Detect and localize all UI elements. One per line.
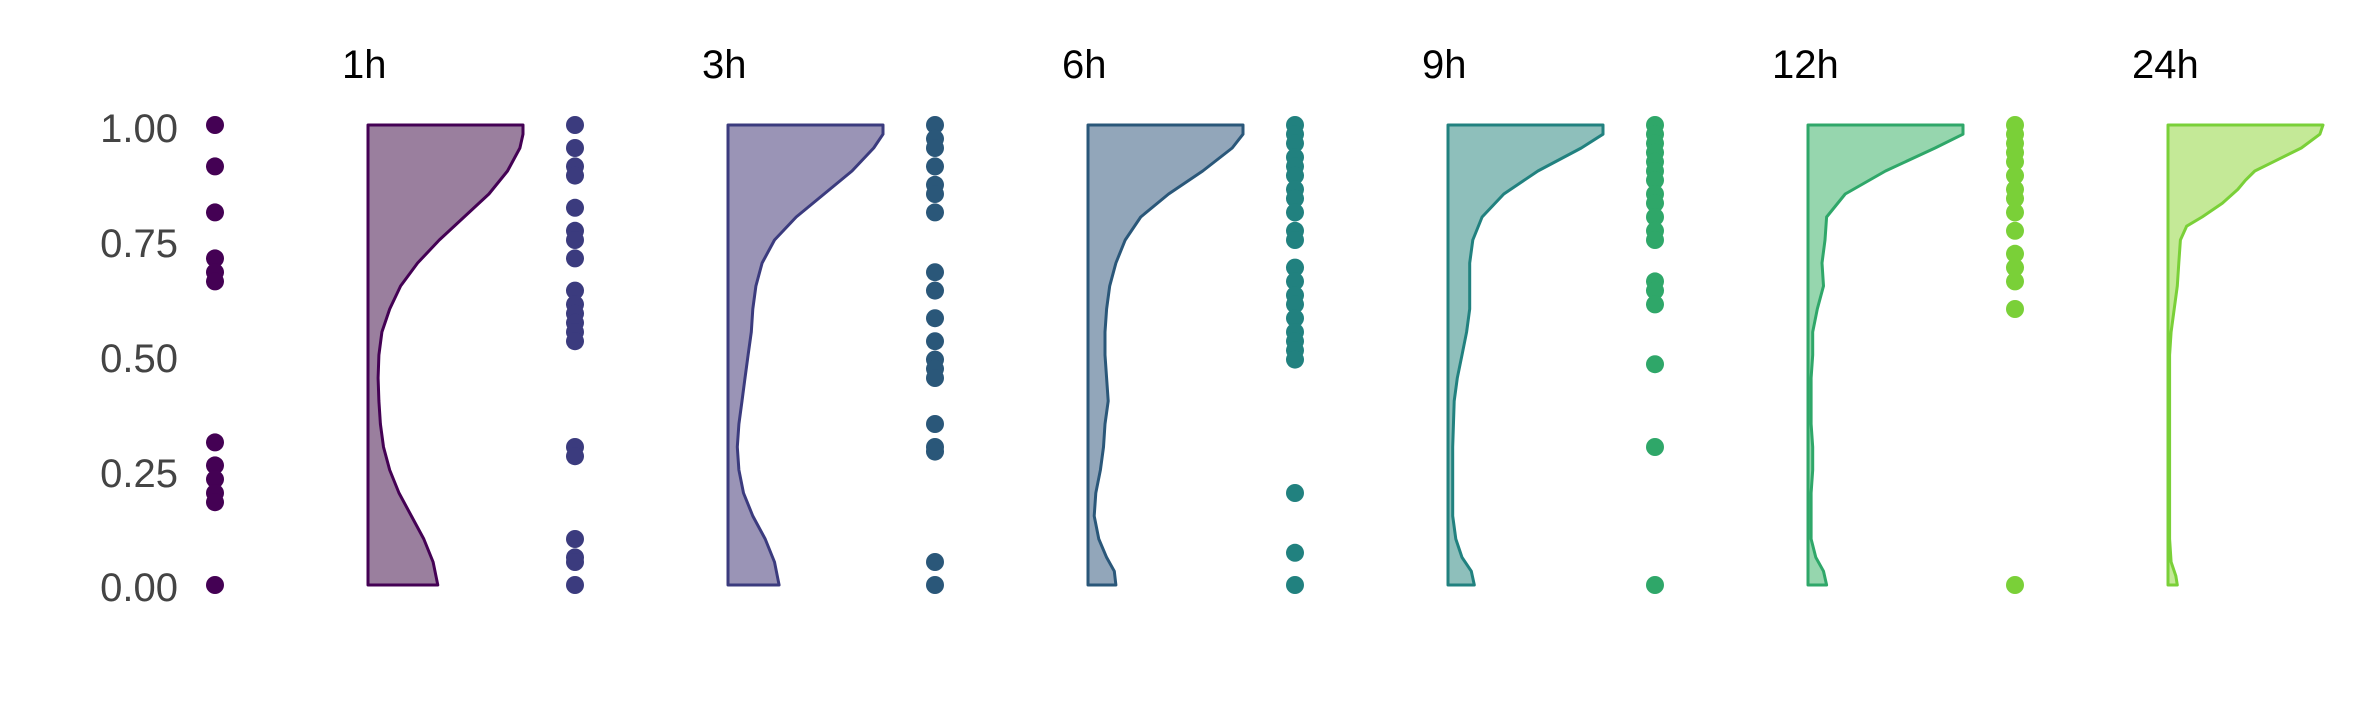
data-point-9h — [1286, 134, 1304, 153]
data-point-3h — [566, 116, 584, 134]
data-point-1h — [206, 456, 224, 475]
data-point-9h — [1286, 484, 1304, 502]
data-point-6h — [926, 332, 944, 351]
data-point-24h — [2006, 300, 2024, 318]
y-tick-label: 0.00 — [100, 566, 178, 610]
data-point-3h — [566, 447, 584, 466]
data-point-12h — [1646, 295, 1664, 314]
panel-6h — [926, 116, 1245, 594]
y-tick-label: 1.00 — [100, 107, 178, 151]
data-point-9h — [1286, 576, 1304, 594]
data-point-3h — [566, 139, 584, 157]
panel-1h — [206, 116, 525, 594]
data-point-3h — [566, 166, 584, 185]
data-point-9h — [1286, 309, 1304, 328]
data-point-12h — [1646, 208, 1664, 226]
panel-label-9h: 9h — [1422, 43, 1467, 87]
data-point-24h — [2006, 272, 2024, 291]
data-point-1h — [206, 157, 224, 176]
panel-label-12h: 12h — [1772, 43, 1839, 87]
data-point-9h — [1286, 231, 1304, 249]
data-point-12h — [1646, 231, 1664, 249]
data-point-24h — [2006, 258, 2024, 277]
data-point-24h — [2006, 189, 2024, 208]
data-point-12h — [1646, 171, 1664, 190]
data-point-1h — [206, 493, 224, 512]
data-point-3h — [566, 332, 584, 351]
y-tick-label: 0.75 — [100, 222, 178, 266]
data-point-6h — [926, 576, 944, 594]
data-point-24h — [2006, 166, 2024, 185]
panel-labels: 1h 3h 6h 9h 12h 24h — [342, 43, 2199, 87]
data-point-3h — [566, 530, 584, 548]
density-3h — [726, 123, 885, 587]
data-point-24h — [2006, 221, 2024, 240]
data-point-6h — [926, 203, 944, 222]
y-tick-label: 0.25 — [100, 452, 178, 496]
data-point-12h — [1646, 281, 1664, 300]
data-point-9h — [1286, 203, 1304, 222]
data-point-1h — [206, 116, 224, 134]
data-point-9h — [1286, 543, 1304, 562]
data-point-12h — [1646, 194, 1664, 213]
panel-label-24h: 24h — [2132, 43, 2199, 87]
data-point-1h — [206, 433, 224, 452]
panel-label-3h: 3h — [702, 43, 747, 87]
panel-label-6h: 6h — [1062, 43, 1107, 87]
y-axis: 1.00 0.75 0.50 0.25 0.00 — [100, 107, 178, 610]
data-point-3h — [566, 231, 584, 249]
density-24h — [2166, 123, 2325, 587]
data-point-9h — [1286, 258, 1304, 277]
data-point-1h — [206, 470, 224, 489]
data-point-6h — [926, 185, 944, 203]
data-point-24h — [2006, 203, 2024, 222]
data-point-24h — [2006, 244, 2024, 263]
data-point-6h — [926, 139, 944, 157]
data-point-9h — [1286, 189, 1304, 208]
data-point-24h — [2006, 576, 2024, 594]
density-12h — [1806, 123, 1965, 587]
data-point-3h — [566, 198, 584, 217]
data-point-9h — [1286, 272, 1304, 291]
data-point-6h — [926, 415, 944, 433]
data-point-3h — [566, 576, 584, 594]
data-point-3h — [566, 553, 584, 571]
data-point-1h — [206, 272, 224, 291]
chart-marks — [206, 116, 2325, 594]
data-point-3h — [566, 281, 584, 300]
data-point-9h — [1286, 166, 1304, 185]
data-point-6h — [926, 442, 944, 461]
y-tick-label: 0.50 — [100, 337, 178, 381]
data-point-6h — [926, 369, 944, 387]
panel-9h — [1286, 116, 1605, 594]
data-point-1h — [206, 203, 224, 222]
data-point-6h — [926, 157, 944, 176]
data-point-9h — [1286, 295, 1304, 314]
data-point-3h — [566, 249, 584, 268]
data-point-6h — [926, 553, 944, 571]
data-point-12h — [1646, 576, 1664, 594]
panel-3h — [566, 116, 885, 594]
density-6h — [1086, 123, 1245, 587]
density-9h — [1446, 123, 1605, 587]
data-point-6h — [926, 263, 944, 282]
panel-12h — [1646, 116, 1965, 594]
density-1h — [366, 123, 525, 587]
panel-label-1h: 1h — [342, 43, 387, 87]
data-point-9h — [1286, 350, 1304, 369]
data-point-12h — [1646, 355, 1664, 374]
data-point-1h — [206, 249, 224, 268]
data-point-12h — [1646, 438, 1664, 456]
data-point-24h — [2006, 152, 2024, 171]
data-point-6h — [926, 116, 944, 134]
panel-24h — [2006, 116, 2325, 594]
data-point-6h — [926, 281, 944, 300]
data-point-6h — [926, 309, 944, 328]
data-point-1h — [206, 576, 224, 594]
